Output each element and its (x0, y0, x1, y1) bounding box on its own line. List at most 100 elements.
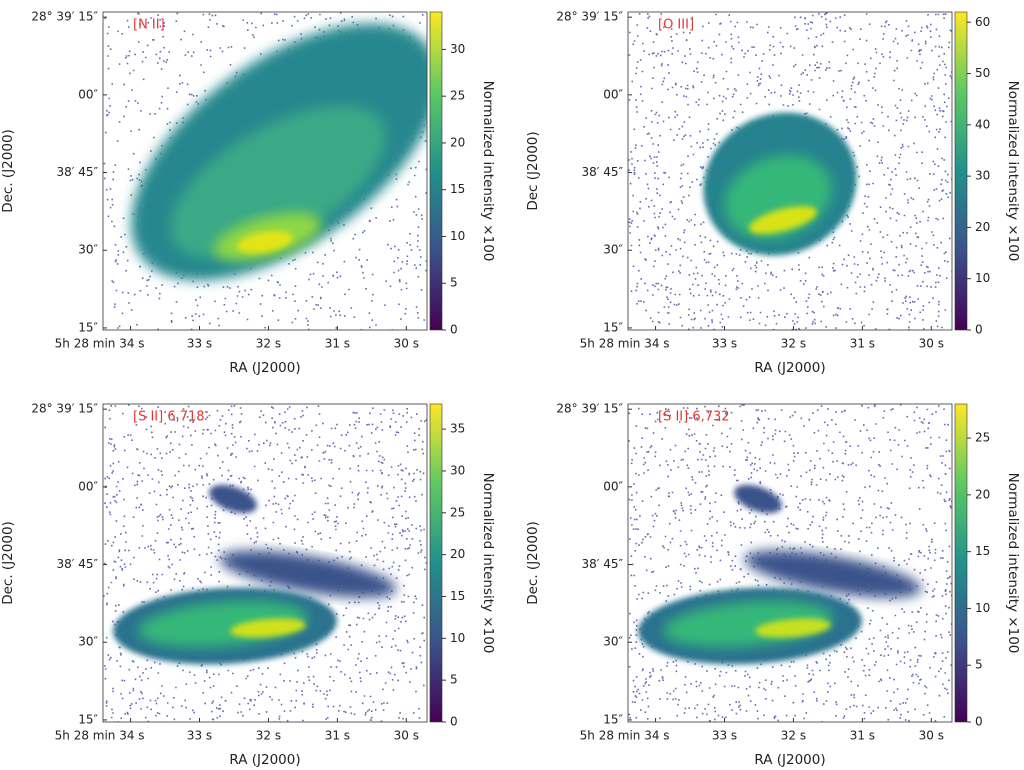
colorbar-tick-label: 5 (975, 658, 983, 672)
colorbar-tick-label: 30 (450, 463, 465, 477)
x-tick-label: 5h 28 min 34 s (580, 729, 670, 743)
y-tick-label: 30″ (603, 635, 623, 649)
x-tick-label: 31 s (325, 729, 350, 743)
colorbar-tick-label: 20 (975, 220, 990, 234)
x-tick-label: 33 s (187, 729, 212, 743)
y-tick-label: 28° 39′ 15″ (31, 10, 98, 24)
x-tick-label: 30 s (394, 337, 419, 351)
colorbar-label: Normalized intensity ×100 (1005, 81, 1021, 262)
colorbar-tick-label: 10 (975, 271, 990, 285)
y-tick-label: 30″ (603, 243, 623, 257)
colorbar-tick-label: 25 (450, 89, 465, 103)
y-tick-label: 00″ (603, 87, 623, 101)
x-tick-label: 32 s (781, 337, 806, 351)
y-tick-label: 28° 39′ 15″ (31, 402, 98, 416)
x-tick-label: 33 s (712, 729, 737, 743)
image (628, 404, 952, 722)
emission (219, 550, 397, 598)
x-tick-label: 5h 28 min 34 s (580, 337, 670, 351)
panel: [S II] 6,718 5h 28 min 34 s 33 s 32 s 31 s 30… (0, 402, 496, 768)
colorbar-tick-label: 35 (450, 422, 465, 436)
x-tick-label: 33 s (712, 337, 737, 351)
colorbar-tick-label: 25 (975, 431, 990, 445)
colorbar-tick-label: 50 (975, 66, 990, 80)
x-axis-label: RA (J2000) (754, 752, 825, 768)
panel: [O III] 5h 28 min 34 s 33 s 32 s 31 s 30 s 28°… (525, 10, 1021, 376)
colorbar (954, 11, 968, 331)
colorbar (954, 403, 968, 723)
y-tick-label: 00″ (78, 479, 98, 493)
y-axis-label: Dec (J2000) (525, 131, 541, 210)
x-tick-label: 31 s (850, 729, 875, 743)
colorbar-tick-label: 15 (450, 589, 465, 603)
colorbar-tick-label: 25 (450, 505, 465, 519)
colorbar-tick-label: 5 (450, 673, 458, 687)
emission (749, 206, 817, 234)
y-tick-label: 15″ (78, 320, 98, 334)
y-tick-label: 38′ 45″ (56, 557, 98, 571)
colorbar-tick-label: 30 (975, 169, 990, 183)
y-tick-label: 38′ 45″ (581, 557, 623, 571)
colorbar-tick-label: 15 (450, 182, 465, 196)
y-tick-label: 30″ (78, 635, 98, 649)
y-tick-label: 15″ (603, 712, 623, 726)
emission (734, 484, 782, 514)
y-tick-label: 15″ (603, 320, 623, 334)
y-tick-label: 00″ (78, 87, 98, 101)
panel: [N II] 5h 28 min 34 s 33 s 32 s 31 s 30 s 28° … (0, 10, 496, 376)
emission (755, 618, 831, 638)
image (103, 404, 427, 722)
x-tick-label: 30 s (919, 729, 944, 743)
y-axis-label: Dec. (J2000) (0, 521, 16, 605)
colorbar-label: Normalized intensity ×100 (1005, 473, 1021, 654)
x-tick-label: 32 s (781, 729, 806, 743)
emission (237, 231, 293, 253)
plot-frame (627, 11, 953, 331)
colorbar-tick-label: 0 (975, 323, 983, 337)
colorbar-tick-label: 10 (450, 229, 465, 243)
emission (170, 105, 386, 259)
colorbar-tick-label: 20 (975, 487, 990, 501)
colorbar-tick-label: 0 (450, 323, 458, 337)
y-tick-label: 00″ (603, 479, 623, 493)
colorbar-tick-label: 15 (975, 544, 990, 558)
emission (209, 484, 257, 514)
colorbar-tick-label: 60 (975, 15, 990, 29)
colorbar-label: Normalized intensity ×100 (480, 473, 496, 654)
image (628, 12, 952, 330)
y-tick-label: 28° 39′ 15″ (556, 402, 623, 416)
colorbar-tick-label: 20 (450, 135, 465, 149)
colorbar-label: Normalized intensity ×100 (480, 81, 496, 262)
plot-frame (627, 403, 953, 723)
colorbar-tick-label: 20 (450, 547, 465, 561)
colorbar-tick-label: 10 (450, 631, 465, 645)
y-tick-label: 15″ (78, 712, 98, 726)
panel: [S II] 6,732 5h 28 min 34 s 33 s 32 s 31 s 30… (525, 402, 1021, 768)
x-tick-label: 32 s (256, 729, 281, 743)
x-tick-label: 31 s (850, 337, 875, 351)
x-tick-label: 5h 28 min 34 s (55, 729, 145, 743)
x-tick-label: 32 s (256, 337, 281, 351)
x-tick-label: 33 s (187, 337, 212, 351)
x-tick-label: 30 s (919, 337, 944, 351)
colorbar (429, 11, 443, 331)
y-tick-label: 38′ 45″ (56, 165, 98, 179)
x-tick-label: 30 s (394, 729, 419, 743)
y-tick-label: 38′ 45″ (581, 165, 623, 179)
panel-label: [O III] (658, 18, 694, 33)
colorbar-tick-label: 0 (450, 715, 458, 729)
colorbar-tick-label: 5 (450, 276, 458, 290)
colorbar-tick-label: 10 (975, 601, 990, 615)
x-axis-label: RA (J2000) (229, 752, 300, 768)
x-axis-label: RA (J2000) (229, 360, 300, 376)
plot-frame (102, 11, 428, 331)
colorbar-tick-label: 0 (975, 715, 983, 729)
x-tick-label: 5h 28 min 34 s (55, 337, 145, 351)
y-tick-label: 30″ (78, 243, 98, 257)
x-tick-label: 31 s (325, 337, 350, 351)
colorbar-tick-label: 40 (975, 117, 990, 131)
colorbar-tick-label: 30 (450, 42, 465, 56)
image (103, 12, 427, 330)
plot-frame (102, 403, 428, 723)
